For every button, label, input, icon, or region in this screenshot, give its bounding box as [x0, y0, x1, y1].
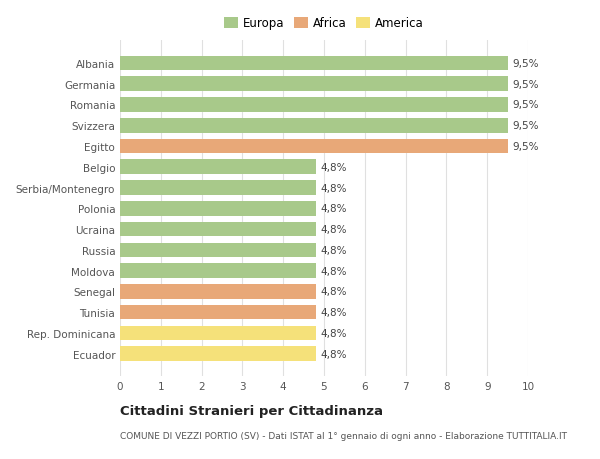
Bar — [120, 326, 316, 341]
Text: 4,8%: 4,8% — [321, 266, 347, 276]
Text: 9,5%: 9,5% — [512, 79, 539, 90]
Bar — [120, 140, 508, 154]
Text: COMUNE DI VEZZI PORTIO (SV) - Dati ISTAT al 1° gennaio di ogni anno - Elaborazio: COMUNE DI VEZZI PORTIO (SV) - Dati ISTAT… — [120, 431, 567, 441]
Text: 4,8%: 4,8% — [321, 162, 347, 173]
Bar — [120, 243, 316, 257]
Bar — [120, 202, 316, 216]
Text: 9,5%: 9,5% — [512, 121, 539, 131]
Bar — [120, 77, 508, 92]
Bar — [120, 305, 316, 320]
Legend: Europa, Africa, America: Europa, Africa, America — [221, 14, 427, 34]
Bar — [120, 160, 316, 175]
Text: 9,5%: 9,5% — [512, 142, 539, 151]
Text: 9,5%: 9,5% — [512, 59, 539, 69]
Text: 9,5%: 9,5% — [512, 100, 539, 110]
Bar — [120, 119, 508, 133]
Bar — [120, 98, 508, 112]
Text: Cittadini Stranieri per Cittadinanza: Cittadini Stranieri per Cittadinanza — [120, 404, 383, 417]
Text: 4,8%: 4,8% — [321, 287, 347, 297]
Text: 4,8%: 4,8% — [321, 204, 347, 214]
Text: 4,8%: 4,8% — [321, 183, 347, 193]
Text: 4,8%: 4,8% — [321, 328, 347, 338]
Bar — [120, 222, 316, 237]
Bar — [120, 285, 316, 299]
Bar — [120, 181, 316, 196]
Text: 4,8%: 4,8% — [321, 224, 347, 235]
Bar — [120, 264, 316, 278]
Bar — [120, 56, 508, 71]
Text: 4,8%: 4,8% — [321, 308, 347, 318]
Bar — [120, 347, 316, 361]
Text: 4,8%: 4,8% — [321, 245, 347, 255]
Text: 4,8%: 4,8% — [321, 349, 347, 359]
